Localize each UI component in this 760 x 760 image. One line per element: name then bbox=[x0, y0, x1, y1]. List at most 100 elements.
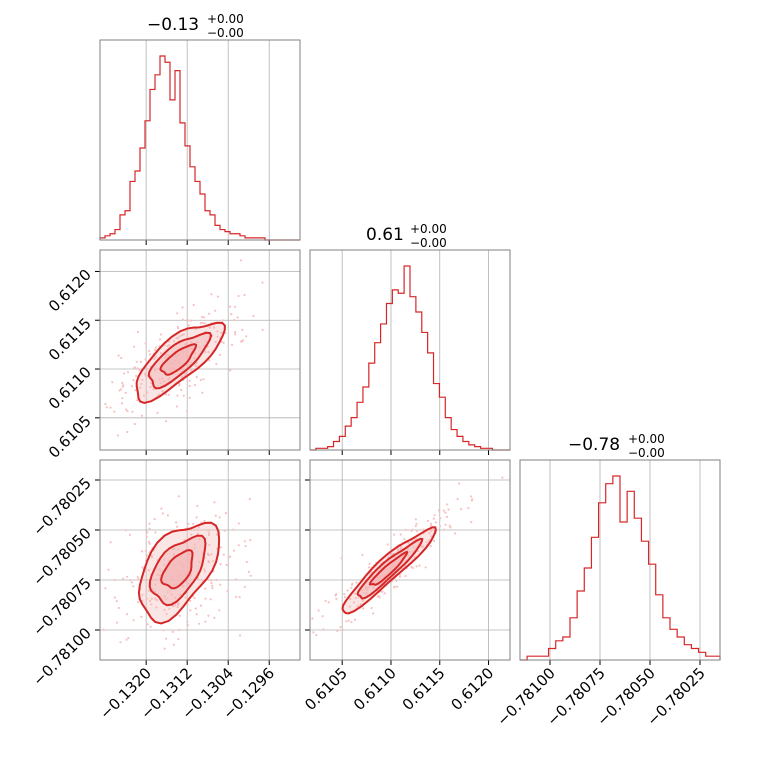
scatter-point bbox=[148, 349, 151, 352]
panel-frame bbox=[99, 459, 301, 661]
scatter-point bbox=[148, 542, 151, 545]
title-value: −0.78 bbox=[568, 435, 620, 455]
scatter-point bbox=[226, 590, 229, 593]
scatter-point bbox=[233, 319, 236, 322]
scatter-point bbox=[234, 331, 237, 334]
scatter-point bbox=[195, 361, 198, 364]
scatter-point bbox=[180, 376, 183, 379]
scatter-point bbox=[166, 514, 169, 517]
scatter-point bbox=[199, 378, 202, 382]
scatter-point bbox=[141, 550, 144, 553]
scatter-point bbox=[207, 554, 211, 557]
scatter-point bbox=[165, 637, 168, 640]
scatter-point bbox=[119, 641, 122, 644]
scatter-point bbox=[336, 629, 339, 633]
scatter-point bbox=[149, 385, 152, 388]
scatter-point bbox=[207, 560, 210, 563]
scatter-point bbox=[124, 391, 127, 394]
scatter-point bbox=[128, 533, 132, 537]
scatter-point bbox=[460, 508, 463, 511]
scatter-point bbox=[444, 511, 447, 514]
scatter-point bbox=[145, 535, 148, 538]
scatter-point bbox=[141, 566, 144, 569]
scatter-point bbox=[430, 522, 433, 525]
scatter-point bbox=[159, 338, 162, 341]
scatter-point bbox=[184, 596, 187, 599]
scatter-point bbox=[182, 394, 185, 397]
scatter-point bbox=[154, 355, 157, 358]
scatter-point bbox=[126, 371, 130, 374]
scatter-point bbox=[153, 518, 156, 521]
scatter-point bbox=[433, 514, 436, 517]
panel-frame bbox=[519, 459, 721, 661]
scatter-point bbox=[449, 526, 452, 529]
scatter-point bbox=[126, 430, 129, 434]
scatter-point bbox=[139, 386, 142, 389]
scatter-point bbox=[241, 328, 244, 331]
scatter-point bbox=[146, 623, 149, 626]
scatter-point bbox=[146, 531, 149, 534]
scatter-point bbox=[249, 574, 252, 577]
scatter-point bbox=[204, 322, 207, 325]
scatter-point bbox=[140, 382, 143, 386]
scatter-point bbox=[211, 587, 214, 590]
scatter-point bbox=[121, 397, 124, 400]
scatter-point bbox=[204, 570, 207, 573]
scatter-point bbox=[120, 402, 124, 405]
scatter-point bbox=[178, 384, 181, 387]
scatter-point bbox=[174, 604, 177, 607]
scatter-point bbox=[109, 541, 112, 544]
scatter-point bbox=[432, 539, 436, 543]
scatter-point bbox=[380, 590, 383, 593]
panel-2-2 bbox=[309, 249, 511, 455]
scatter-point bbox=[193, 528, 196, 532]
scatter-point bbox=[189, 599, 192, 602]
scatter-point bbox=[150, 597, 153, 600]
scatter-point bbox=[341, 628, 344, 632]
scatter-point bbox=[470, 520, 473, 524]
title-upper-error: +0.00 bbox=[410, 222, 447, 236]
scatter-point bbox=[214, 514, 217, 517]
scatter-point bbox=[225, 563, 228, 567]
scatter-point bbox=[192, 303, 195, 307]
scatter-point bbox=[245, 335, 248, 338]
scatter-point bbox=[237, 544, 240, 547]
scatter-point bbox=[429, 524, 432, 527]
scatter-point bbox=[126, 613, 129, 616]
scatter-point bbox=[178, 614, 181, 617]
scatter-point bbox=[315, 634, 318, 637]
scatter-point bbox=[193, 596, 196, 600]
title-param-1: −0.13 +0.00 −0.00 bbox=[147, 12, 244, 40]
scatter-point bbox=[414, 524, 417, 528]
scatter-point bbox=[117, 354, 120, 357]
scatter-point bbox=[117, 606, 120, 610]
scatter-point bbox=[222, 553, 225, 556]
scatter-point bbox=[439, 517, 442, 520]
title-lower-error: −0.00 bbox=[628, 446, 665, 460]
scatter-point bbox=[111, 381, 114, 384]
scatter-point bbox=[215, 533, 219, 536]
scatter-point bbox=[171, 605, 175, 608]
panel-frame bbox=[309, 249, 511, 451]
scatter-point bbox=[334, 594, 337, 597]
title-param-3: −0.78 +0.00 −0.00 bbox=[568, 432, 665, 460]
scatter-point bbox=[230, 343, 234, 346]
scatter-point bbox=[144, 358, 147, 361]
scatter-point bbox=[168, 344, 171, 347]
scatter-point bbox=[407, 541, 410, 545]
scatter-point bbox=[147, 569, 150, 572]
scatter-point bbox=[208, 531, 211, 534]
scatter-point bbox=[241, 339, 244, 342]
scatter-point bbox=[403, 538, 406, 541]
scatter-point bbox=[415, 522, 418, 525]
scatter-point bbox=[188, 396, 191, 399]
scatter-point bbox=[501, 476, 504, 479]
scatter-point bbox=[168, 340, 171, 343]
scatter-point bbox=[177, 603, 180, 607]
scatter-point bbox=[229, 305, 232, 308]
scatter-point bbox=[445, 515, 448, 519]
scatter-point bbox=[136, 576, 139, 579]
scatter-point bbox=[413, 538, 417, 541]
scatter-point bbox=[335, 597, 338, 601]
scatter-point bbox=[197, 526, 200, 529]
